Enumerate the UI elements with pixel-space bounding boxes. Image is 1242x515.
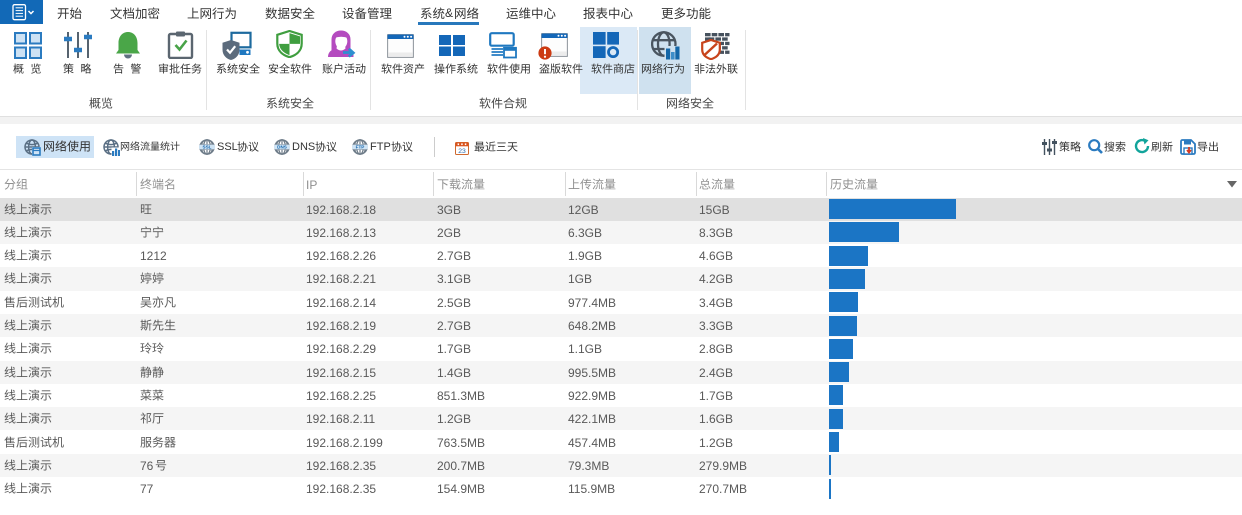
svg-text:FTP: FTP: [356, 145, 365, 150]
svg-text:SSL: SSL: [203, 145, 212, 150]
svg-text:DNS: DNS: [277, 145, 287, 150]
svg-text:23: 23: [458, 148, 466, 155]
